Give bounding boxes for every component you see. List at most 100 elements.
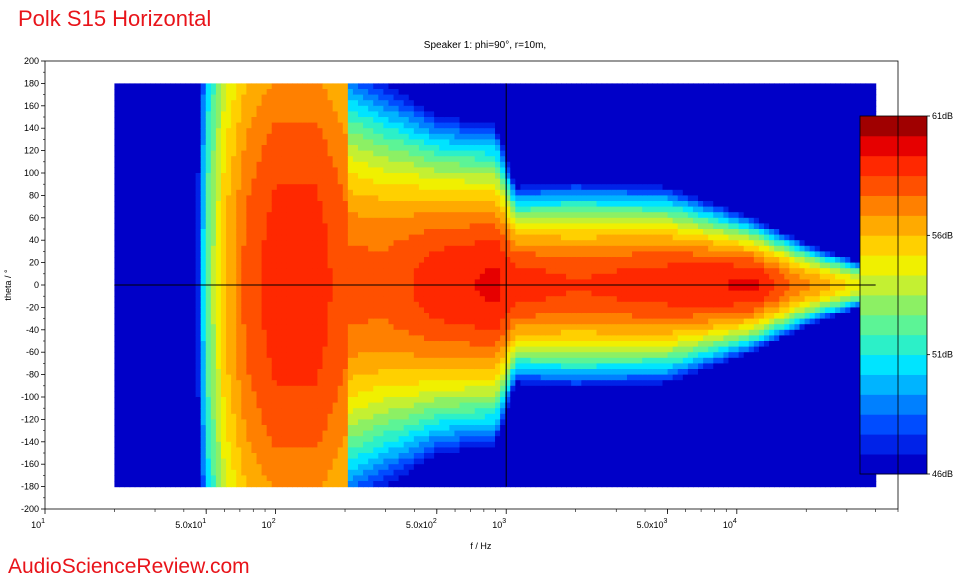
heatmap-cell	[261, 481, 268, 488]
heatmap-cell	[129, 178, 136, 185]
heatmap-cell	[454, 296, 461, 303]
heatmap-cell	[195, 245, 202, 252]
heatmap-cell	[327, 380, 334, 387]
heatmap-cell	[114, 397, 121, 404]
heatmap-cell	[205, 279, 212, 286]
heatmap-cell	[413, 223, 420, 230]
heatmap-cell	[185, 251, 192, 258]
heatmap-cell	[139, 229, 146, 236]
heatmap-cell	[200, 425, 207, 432]
heatmap-cell	[124, 313, 131, 320]
heatmap-cell	[439, 133, 445, 140]
heatmap-cell	[373, 374, 379, 381]
heatmap-cell	[231, 105, 237, 112]
heatmap-cell	[195, 419, 202, 426]
heatmap-cell	[119, 201, 126, 208]
heatmap-cell	[347, 251, 354, 258]
heatmap-cell	[393, 161, 400, 168]
heatmap-cell	[190, 268, 197, 275]
heatmap-cell	[231, 133, 237, 140]
heatmap-cell	[241, 273, 247, 280]
heatmap-cell	[246, 89, 253, 96]
heatmap-cell	[271, 335, 278, 342]
heatmap-cell	[418, 402, 425, 409]
heatmap-cell	[246, 363, 253, 370]
heatmap-cell	[165, 279, 171, 286]
heatmap-cell	[363, 128, 369, 135]
heatmap-cell	[215, 195, 222, 202]
heatmap-cell	[322, 184, 329, 191]
heatmap-cell	[246, 408, 253, 415]
heatmap-cell	[373, 436, 379, 443]
heatmap-cell	[155, 413, 161, 420]
heatmap-cell	[276, 374, 283, 381]
heatmap-cell	[347, 464, 354, 471]
heatmap-cell	[210, 189, 217, 196]
heatmap-cell	[215, 279, 222, 286]
heatmap-cell	[185, 206, 192, 213]
heatmap-cell	[358, 464, 364, 471]
heatmap-cell	[418, 251, 425, 258]
heatmap-cell	[165, 352, 171, 359]
heatmap-cell	[429, 357, 435, 364]
heatmap-cell	[444, 402, 450, 409]
heatmap-cell	[439, 430, 445, 437]
heatmap-cell	[439, 436, 445, 443]
heatmap-cell	[388, 464, 395, 471]
heatmap-cell	[114, 229, 121, 236]
heatmap-cell	[297, 100, 303, 107]
heatmap-cell	[434, 167, 440, 174]
heatmap-cell	[408, 257, 415, 264]
heatmap-cell	[302, 139, 308, 146]
heatmap-cell	[429, 475, 435, 482]
heatmap-cell	[271, 94, 278, 101]
heatmap-cell	[363, 105, 369, 112]
heatmap-cell	[459, 161, 466, 168]
heatmap-cell	[124, 133, 131, 140]
heatmap-cell	[342, 408, 349, 415]
heatmap-cell	[190, 100, 197, 107]
heatmap-cell	[271, 341, 278, 348]
heatmap-cell	[398, 402, 405, 409]
heatmap-cell	[261, 341, 268, 348]
heatmap-cell	[292, 374, 298, 381]
heatmap-cell	[144, 279, 151, 286]
heatmap-cell	[134, 441, 141, 448]
heatmap-cell	[358, 369, 364, 376]
heatmap-cell	[403, 408, 410, 415]
heatmap-cell	[144, 94, 151, 101]
heatmap-cell	[256, 100, 263, 107]
heatmap-cell	[241, 245, 247, 252]
heatmap-cell	[215, 441, 222, 448]
heatmap-cell	[200, 122, 207, 129]
heatmap-cell	[160, 229, 166, 236]
heatmap-cell	[129, 419, 136, 426]
heatmap-cell	[276, 268, 283, 275]
heatmap-cell	[434, 357, 440, 364]
heatmap-cell	[454, 346, 461, 353]
heatmap-cell	[155, 363, 161, 370]
heatmap-cell	[180, 352, 187, 359]
heatmap-cell	[302, 402, 308, 409]
heatmap-cell	[231, 296, 237, 303]
heatmap-cell	[139, 369, 146, 376]
heatmap-cell	[337, 341, 344, 348]
heatmap-cell	[246, 217, 253, 224]
heatmap-cell	[281, 335, 288, 342]
heatmap-cell	[317, 201, 324, 208]
heatmap-cell	[215, 89, 222, 96]
heatmap-cell	[312, 100, 319, 107]
heatmap-cell	[327, 245, 334, 252]
heatmap-cell	[144, 453, 151, 460]
heatmap-cell	[352, 391, 359, 398]
heatmap-cell	[155, 301, 161, 308]
heatmap-cell	[408, 341, 415, 348]
heatmap-cell	[393, 329, 400, 336]
heatmap-cell	[226, 150, 232, 157]
heatmap-cell	[200, 402, 207, 409]
heatmap-cell	[434, 307, 440, 314]
plot-area	[114, 83, 877, 488]
heatmap-cell	[368, 481, 374, 488]
heatmap-cell	[256, 105, 263, 112]
heatmap-cell	[215, 133, 222, 140]
